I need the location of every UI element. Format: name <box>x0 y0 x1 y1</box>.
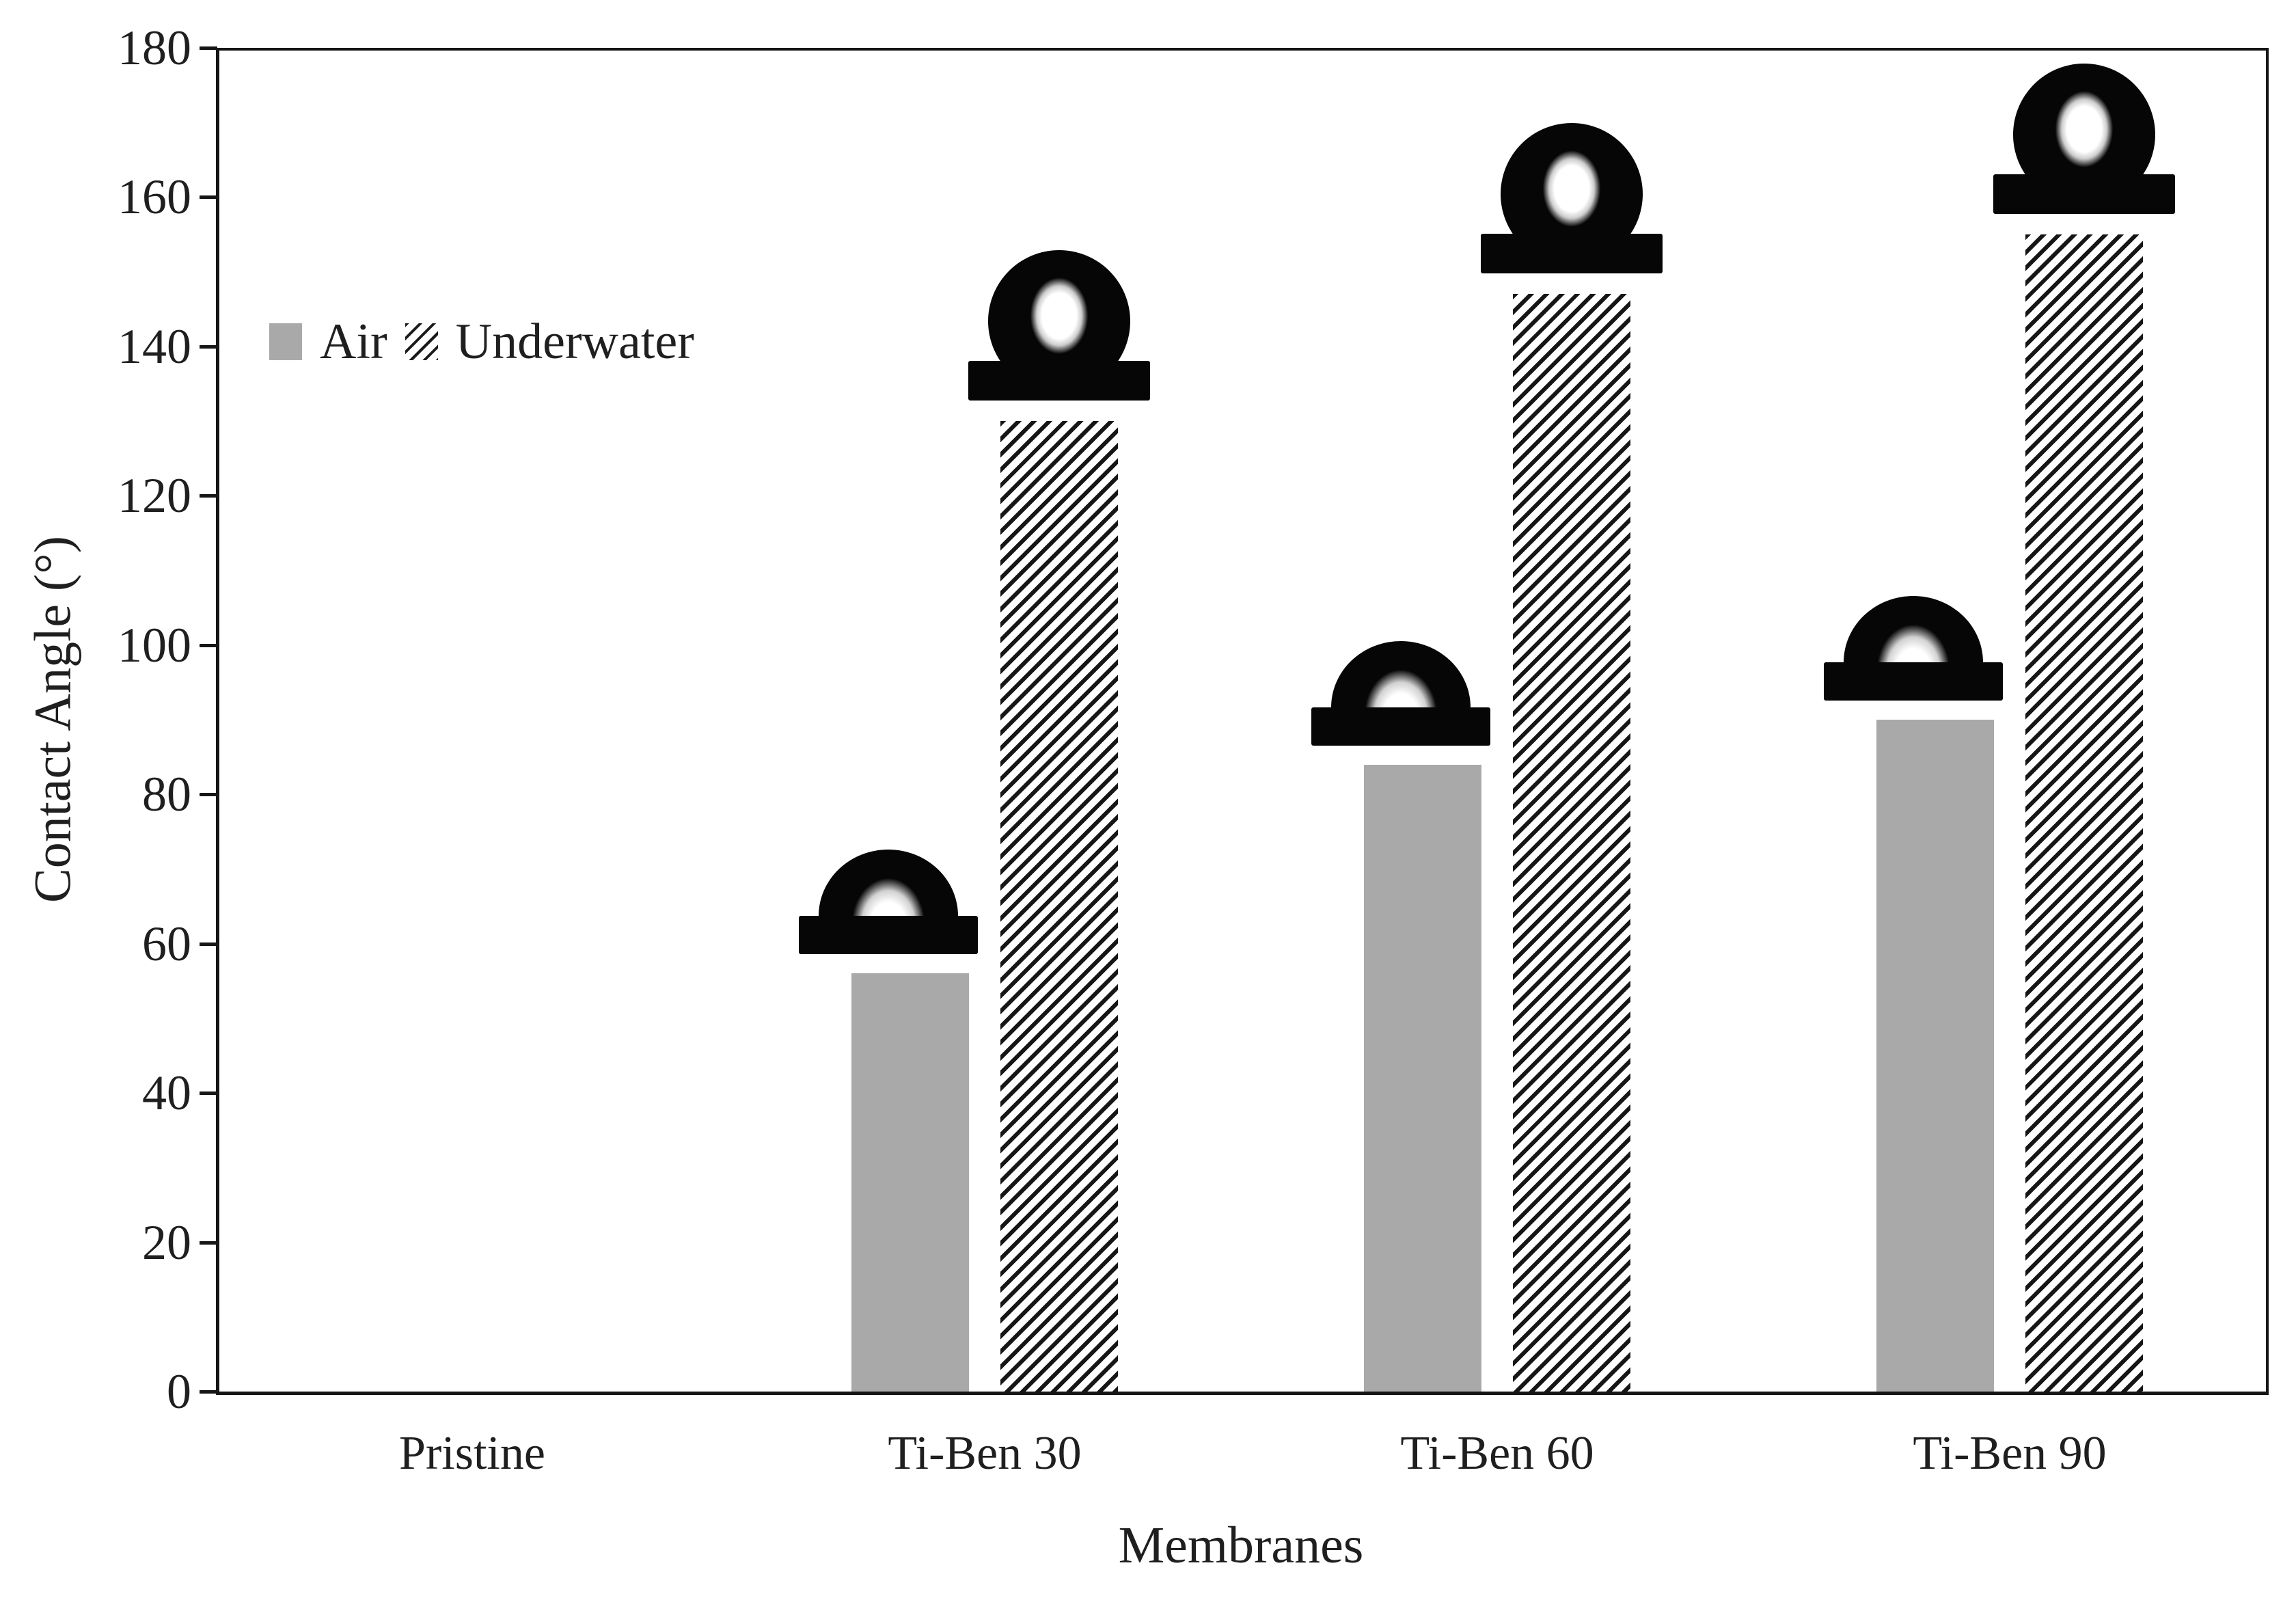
y-tick-label: 20 <box>142 1215 191 1270</box>
legend-swatch-underwater <box>405 323 438 360</box>
y-tick-label: 0 <box>167 1364 191 1419</box>
bar-underwater-ti-ben-90 <box>2025 234 2143 1392</box>
droplet-highlight <box>2030 64 2139 194</box>
y-tick-label: 160 <box>118 170 191 225</box>
bar-air-ti-ben-60 <box>1364 764 1481 1392</box>
x-category-label-ti-ben-90: Ti-Ben 90 <box>1913 1427 2107 1480</box>
y-tick-mark <box>200 1091 217 1096</box>
bar-underwater-ti-ben-60 <box>1513 294 1630 1392</box>
y-tick-mark <box>200 195 217 200</box>
droplet-photo-ti-ben-30-underwater <box>988 250 1130 393</box>
y-tick-label: 100 <box>118 617 191 673</box>
droplet-highlight <box>1517 124 1626 254</box>
y-tick-mark <box>200 46 217 50</box>
droplet-photo-ti-ben-90-air <box>1844 596 1983 662</box>
y-tick-label: 180 <box>118 21 191 75</box>
y-tick-label: 40 <box>142 1066 191 1121</box>
droplet-highlight <box>837 858 940 917</box>
y-tick-mark <box>200 1390 217 1394</box>
y-tick-label: 80 <box>142 767 191 822</box>
droplet-photo-ti-ben-90-underwater <box>2013 64 2155 206</box>
droplet-substrate-ti-ben-90-air <box>1824 662 2003 701</box>
x-category-label-ti-ben-30: Ti-Ben 30 <box>888 1427 1082 1480</box>
droplet-photo-ti-ben-60-underwater <box>1501 123 1643 266</box>
bar-air-ti-ben-90 <box>1876 720 1994 1392</box>
droplet-highlight <box>1350 649 1452 707</box>
droplet-substrate-ti-ben-30-air <box>799 916 978 955</box>
y-tick-label: 120 <box>118 468 191 524</box>
plot-border-right <box>2266 48 2269 1395</box>
droplet-substrate-ti-ben-60-air <box>1311 707 1490 746</box>
y-axis-line <box>216 48 219 1395</box>
y-tick-mark <box>200 1240 217 1245</box>
bar-air-ti-ben-30 <box>851 973 969 1392</box>
droplet-photo-ti-ben-60-air <box>1331 640 1471 707</box>
legend-swatch-air <box>269 323 302 360</box>
y-tick-mark <box>200 643 217 647</box>
x-axis-title: Membranes <box>1118 1517 1364 1574</box>
plot-border-top <box>216 48 2269 51</box>
y-tick-mark <box>200 494 217 498</box>
legend: Air Underwater <box>269 309 694 375</box>
x-axis-line <box>216 1392 2269 1395</box>
legend-label-air: Air <box>320 313 387 370</box>
x-category-label-pristine: Pristine <box>399 1427 545 1480</box>
y-tick-mark <box>200 793 217 797</box>
x-category-label-ti-ben-60: Ti-Ben 60 <box>1400 1427 1594 1480</box>
y-tick-mark <box>200 942 217 946</box>
bar-underwater-ti-ben-30 <box>1000 421 1118 1392</box>
y-tick-mark <box>200 344 217 349</box>
droplet-highlight <box>1004 250 1114 381</box>
y-tick-label: 60 <box>142 916 191 971</box>
y-tick-label: 140 <box>118 318 191 374</box>
droplet-photo-ti-ben-30-air <box>819 850 958 917</box>
droplet-highlight <box>1862 605 1965 662</box>
y-axis-title: Contact Angle (°) <box>24 536 82 904</box>
legend-label-underwater: Underwater <box>455 313 694 370</box>
